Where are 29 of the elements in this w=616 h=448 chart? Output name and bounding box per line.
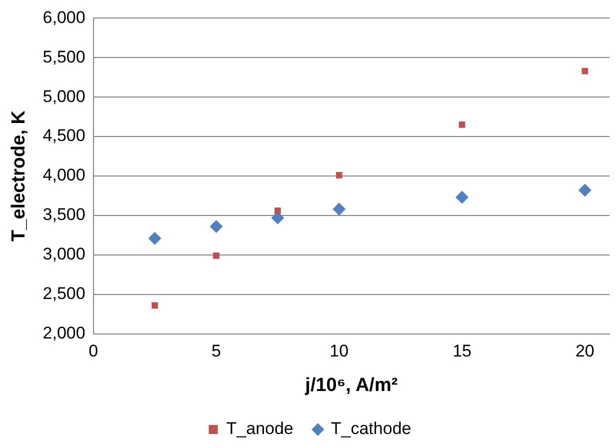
x-tick-label: 10 [330,342,349,361]
point [210,220,223,233]
y-tick-label: 4,000 [42,166,86,185]
x-tick-label: 15 [452,342,472,361]
y-axis-title: T_electrode, K [8,110,30,242]
point [332,202,346,216]
y-tick-label: 5,000 [42,86,86,106]
point [456,190,469,204]
y-tick-label: 3,000 [42,244,86,264]
x-axis-title: j/10⁶, A/m² [304,374,398,396]
x-tick-label: 20 [575,342,594,361]
y-tick-label: 2,000 [42,323,86,342]
legend-label: T_anode [226,419,294,438]
point [458,122,466,128]
y-tick-label: 5,500 [42,47,86,66]
y-tick-label: 6,000 [42,8,86,27]
point [578,184,592,197]
y-tick-label: 3,500 [42,205,86,224]
point [336,172,342,178]
y-tick-label: 4,500 [42,126,86,146]
point [148,232,162,245]
x-tick-label: 0 [88,342,98,361]
point [152,302,158,309]
point [582,68,588,74]
point [274,208,281,214]
legend-label: T_cathode [330,419,412,438]
point [213,252,220,259]
x-tick-label: 5 [212,342,221,361]
y-tick-label: 2,500 [42,284,86,304]
